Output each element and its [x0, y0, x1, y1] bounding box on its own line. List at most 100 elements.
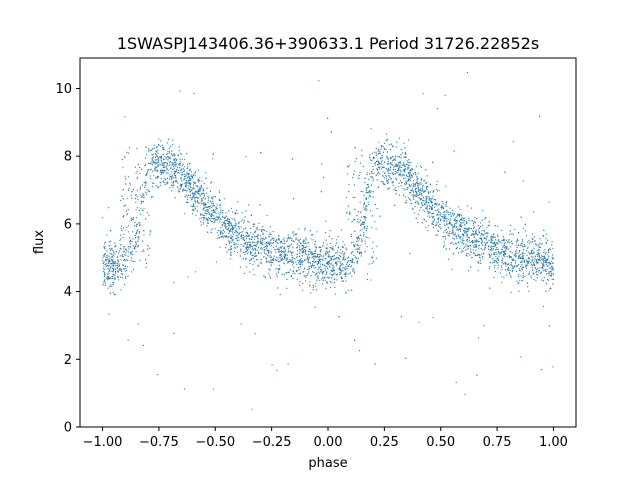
data-point [474, 241, 476, 243]
data-point [154, 156, 157, 158]
data-point [270, 256, 272, 258]
data-point [202, 217, 204, 219]
data-point [514, 262, 517, 264]
data-point [249, 238, 251, 240]
data-point [126, 151, 128, 153]
data-point [219, 203, 221, 205]
data-point [277, 242, 279, 245]
data-point [153, 175, 155, 177]
data-point [409, 184, 411, 187]
data-point [417, 221, 419, 224]
data-point [265, 258, 267, 260]
data-point [272, 242, 275, 244]
data-point [219, 211, 221, 213]
data-point [338, 258, 341, 260]
data-point [374, 151, 376, 153]
data-point [138, 209, 140, 211]
data-point [251, 238, 253, 240]
data-point [404, 167, 406, 169]
data-point [350, 261, 352, 263]
data-point [165, 172, 167, 174]
data-point [109, 292, 111, 294]
data-point [218, 190, 221, 192]
data-point [408, 198, 411, 200]
data-point [169, 157, 171, 159]
data-point [175, 159, 177, 161]
data-point [213, 211, 215, 214]
data-point [295, 261, 297, 263]
data-point [465, 220, 467, 223]
data-point [477, 241, 479, 243]
data-point [246, 233, 248, 235]
data-point [118, 264, 120, 266]
data-point [192, 195, 194, 197]
data-point [326, 281, 328, 283]
data-point [372, 178, 375, 180]
data-point [372, 152, 374, 154]
data-point [275, 251, 277, 253]
data-point [456, 226, 458, 228]
data-point [443, 215, 446, 217]
data-point [112, 292, 114, 294]
data-point [182, 168, 184, 170]
data-point [252, 241, 254, 243]
data-point [380, 166, 382, 168]
data-point [528, 260, 530, 262]
data-point [304, 227, 306, 229]
data-point [438, 189, 440, 192]
data-point [177, 190, 179, 192]
data-point [327, 117, 329, 119]
data-point [472, 230, 474, 232]
data-point [357, 245, 359, 247]
data-point [404, 196, 406, 198]
data-point [305, 280, 307, 282]
data-point [216, 204, 218, 206]
data-point [237, 201, 239, 203]
data-point [467, 238, 469, 241]
data-point [473, 246, 475, 248]
data-point [216, 237, 219, 239]
data-point [354, 147, 356, 149]
data-point [117, 270, 119, 272]
data-point [134, 234, 136, 236]
data-point [312, 284, 314, 287]
data-point [269, 254, 271, 256]
data-point [272, 259, 274, 261]
data-point [314, 274, 316, 276]
data-point [294, 233, 296, 235]
data-point [386, 156, 388, 158]
data-point [535, 243, 537, 245]
data-point [319, 254, 321, 256]
data-point [466, 231, 468, 233]
data-point [242, 234, 244, 236]
data-point [444, 217, 446, 219]
data-point [157, 149, 159, 151]
data-point [172, 177, 175, 179]
data-point [360, 211, 362, 213]
data-point [200, 224, 202, 226]
data-point [303, 239, 305, 241]
data-point [258, 229, 260, 231]
data-point [142, 201, 144, 203]
data-point [535, 280, 537, 282]
data-point [222, 216, 224, 218]
data-point [200, 214, 202, 216]
data-point [318, 258, 320, 260]
data-point [410, 192, 412, 194]
data-point [220, 233, 222, 235]
data-point [113, 293, 115, 295]
data-point [226, 219, 228, 221]
data-point [106, 277, 108, 279]
data-point [299, 263, 301, 265]
data-point [161, 164, 163, 166]
data-point [200, 221, 202, 223]
data-point [548, 201, 550, 203]
data-point [449, 230, 451, 232]
data-point [174, 172, 176, 175]
data-point [179, 185, 181, 187]
data-point [120, 269, 122, 271]
data-point [111, 259, 113, 261]
data-point [494, 246, 496, 248]
data-point [266, 244, 268, 246]
data-point [250, 214, 252, 216]
